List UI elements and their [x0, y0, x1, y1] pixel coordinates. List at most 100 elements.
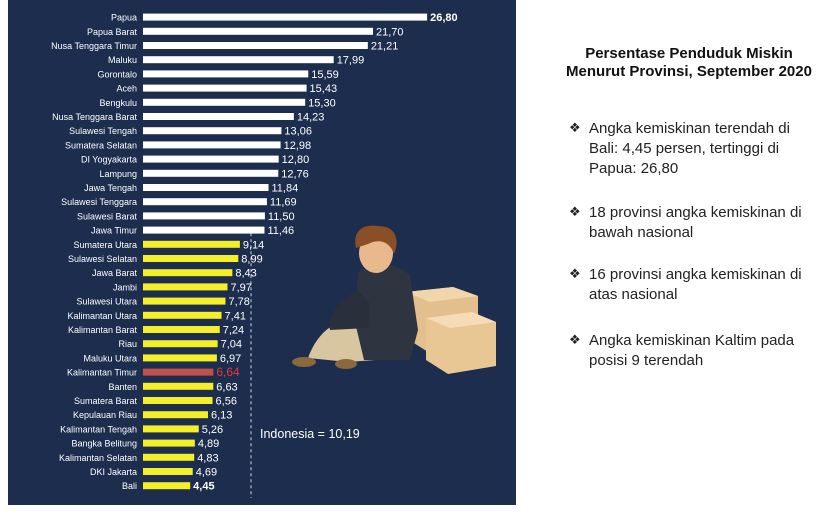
bar	[143, 439, 195, 447]
bar	[143, 326, 220, 333]
four-diamond-bullet-icon: ❖	[569, 333, 581, 348]
person-shoe	[292, 357, 316, 367]
summary-bullet: ❖ 16 provinsi angka kemiskinan di atas na…	[555, 265, 817, 305]
sad-person-sitting-with-boxes-illustration	[292, 225, 496, 374]
category-label: Sulawesi Tenggara	[61, 197, 137, 207]
data-label: 4,83	[197, 452, 218, 464]
person-shoe	[335, 359, 357, 369]
bar	[143, 212, 265, 220]
bar	[143, 42, 368, 49]
category-label: DI Yogyakarta	[81, 155, 137, 165]
category-label: Lampung	[99, 169, 137, 179]
category-label: Nusa Tenggara Barat	[52, 112, 137, 122]
bar	[143, 155, 279, 163]
category-label: Kalimantan Timur	[67, 368, 137, 378]
summary-bullet: ❖ Angka kemiskinan Kaltim pada posisi 9 t…	[555, 331, 817, 371]
cardboard-box-front	[426, 312, 496, 374]
bar	[143, 127, 282, 135]
data-label: 21,21	[371, 41, 399, 53]
summary-bullet: ❖ 18 provinsi angka kemiskinan di bawah n…	[555, 203, 817, 243]
bar	[143, 13, 428, 21]
data-label: 7,41	[225, 310, 246, 322]
bar	[143, 425, 199, 433]
data-label: 6,56	[216, 396, 237, 408]
bar	[143, 382, 214, 390]
bar	[143, 354, 217, 362]
summary-bullet-list: ❖ Angka kemiskinan terendah di Bali: 4,45…	[555, 119, 817, 371]
national-average-label: Indonesia = 10,19	[260, 427, 360, 441]
data-label: 15,43	[310, 83, 338, 95]
data-label: 13,06	[284, 126, 312, 138]
category-label: Sulawesi Tengah	[69, 126, 137, 136]
bar	[143, 169, 279, 177]
bar	[143, 368, 214, 376]
bar	[143, 84, 307, 92]
bar	[143, 482, 191, 490]
category-label: Jawa Barat	[92, 268, 138, 278]
bar	[143, 113, 294, 120]
chart-panel: Papua Papua Barat Nusa Tenggara Timur Maluk…	[8, 0, 516, 505]
bar	[143, 226, 265, 234]
data-label: 12,80	[282, 154, 310, 166]
person-sweater	[354, 264, 418, 360]
bar	[143, 184, 269, 191]
data-label: 6,63	[216, 381, 237, 393]
category-label: Sulawesi Selatan	[68, 254, 137, 264]
summary-bullet-text: Angka kemiskinan terendah di Bali: 4,45 …	[589, 120, 790, 177]
data-label: 9,14	[243, 239, 264, 251]
bar	[143, 411, 208, 419]
bar	[143, 468, 193, 475]
category-label: Sumatera Selatan	[65, 140, 137, 150]
category-label: Aceh	[116, 84, 137, 94]
data-label: 11,46	[267, 225, 294, 237]
cardboard-box-back-top	[406, 287, 478, 302]
bar	[143, 98, 306, 106]
bar	[143, 453, 195, 461]
data-label: 6,97	[220, 353, 241, 365]
bar	[143, 269, 233, 277]
bar	[143, 141, 281, 149]
category-label: Sumatera Utara	[73, 240, 137, 250]
data-label: 11,50	[268, 211, 295, 223]
cardboard-box-front-top	[426, 312, 496, 328]
category-label: DKI Jakarta	[90, 467, 137, 477]
category-label: Gorontalo	[97, 69, 137, 79]
bar	[143, 255, 239, 262]
summary-title: Persentase Penduduk Miskin Menurut Provi…	[566, 45, 812, 80]
bar	[143, 198, 267, 206]
four-diamond-bullet-icon: ❖	[569, 121, 581, 136]
data-label: 7,24	[223, 325, 244, 337]
category-label: Kalimantan Utara	[67, 311, 137, 321]
category-label: Jambi	[113, 282, 137, 292]
bar	[143, 311, 222, 319]
category-label: Sulawesi Utara	[76, 297, 137, 307]
bar	[143, 27, 374, 35]
summary-bullet-text: 16 provinsi angka kemiskinan di atas nas…	[589, 266, 802, 303]
category-label: Kalimantan Selatan	[59, 453, 137, 463]
category-label: Riau	[118, 339, 137, 349]
data-label: 5,26	[202, 424, 223, 436]
category-label: Banten	[108, 382, 137, 392]
category-label: Jawa Timur	[91, 226, 137, 236]
data-label: 17,99	[337, 55, 365, 67]
category-label: Kalimantan Tengah	[60, 424, 137, 434]
category-label: Papua	[111, 13, 137, 23]
summary-bullet: ❖ Angka kemiskinan terendah di Bali: 4,45…	[555, 119, 817, 179]
category-label: Sulawesi Barat	[77, 211, 138, 221]
four-diamond-bullet-icon: ❖	[569, 267, 581, 282]
data-label: 12,98	[284, 140, 312, 152]
category-label: Bengkulu	[99, 98, 137, 108]
data-label: 15,59	[311, 69, 339, 81]
data-label: 4,69	[196, 467, 217, 479]
bar	[143, 283, 228, 291]
data-label: 7,04	[221, 339, 242, 351]
category-label: Kepulauan Riau	[73, 410, 137, 420]
bar	[143, 70, 309, 78]
category-label: Bangka Belitung	[71, 439, 137, 449]
category-label: Bali	[122, 481, 137, 491]
data-label: 21,70	[376, 26, 404, 38]
category-label: Maluku Utara	[83, 353, 137, 363]
category-label: Nusa Tenggara Timur	[51, 41, 137, 51]
data-label: 11,69	[270, 197, 297, 209]
data-label: 7,78	[228, 296, 249, 308]
